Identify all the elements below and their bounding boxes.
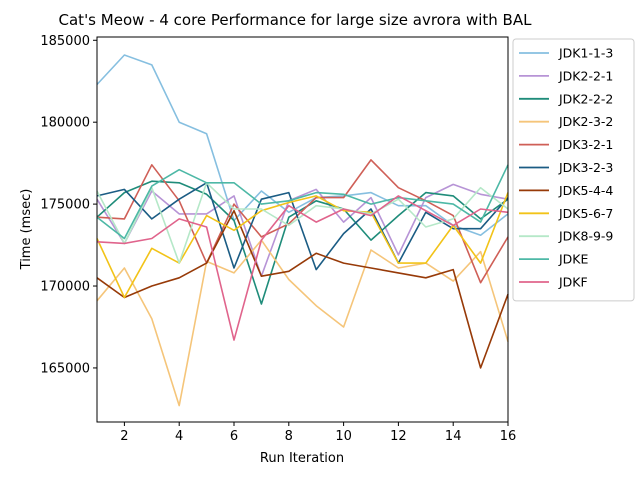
y-axis: 165000 170000 175000 180000 185000	[40, 34, 97, 376]
legend-label: JDK2-2-2	[558, 91, 613, 106]
series-line-jdk3-2-3	[96, 182, 509, 271]
y-tick-label: 180000	[40, 116, 90, 131]
x-tick-label: 6	[230, 429, 238, 444]
x-tick-label: 12	[390, 429, 407, 444]
x-tick-label: 2	[120, 429, 128, 444]
plot-frame	[96, 36, 509, 423]
y-axis-label: Time (msec)	[19, 189, 34, 271]
series-line-jdk1-1-3	[96, 54, 509, 236]
legend-label: JDK3-2-3	[558, 160, 613, 175]
legend-label: JDK5-4-4	[558, 183, 613, 198]
series-line-jdke	[96, 164, 509, 240]
legend-label: JDK8-9-9	[558, 229, 613, 244]
x-tick-label: 16	[500, 429, 517, 444]
y-tick-label: 185000	[40, 34, 90, 49]
legend-label: JDK3-2-1	[558, 137, 613, 152]
x-tick-label: 4	[175, 429, 183, 444]
legend-label: JDK1-1-3	[558, 46, 613, 61]
chart-title: Cat's Meow - 4 core Performance for larg…	[59, 11, 533, 29]
series-line-jdk2-3-2	[96, 239, 509, 407]
y-tick-label: 165000	[40, 361, 90, 376]
x-tick-label: 14	[445, 429, 462, 444]
legend-label: JDKF	[558, 275, 588, 290]
legend-label: JDK5-6-7	[558, 206, 613, 221]
plot-area	[96, 36, 509, 423]
series-line-jdk3-2-1	[96, 159, 509, 284]
series-line-jdk2-2-1	[96, 183, 509, 278]
legend-label: JDKE	[558, 252, 589, 267]
x-axis: 2 4 6 8 10 12 14 16	[120, 422, 516, 444]
legend-label: JDK2-2-1	[558, 68, 613, 83]
series-line-jdk5-4-4	[96, 209, 509, 369]
y-tick-label: 175000	[40, 198, 90, 213]
x-tick-label: 10	[335, 429, 352, 444]
series-line-jdk5-6-7	[96, 192, 509, 299]
legend: JDK1-1-3 JDK2-2-1 JDK2-2-2 JDK2-3-2 JDK3-2-1…	[512, 38, 635, 302]
x-axis-label: Run Iteration	[260, 451, 344, 466]
y-tick-label: 170000	[40, 280, 90, 295]
series-line-jdk8-9-9	[96, 182, 509, 264]
legend-label: JDK2-3-2	[558, 114, 613, 129]
x-tick-label: 8	[285, 429, 293, 444]
series-line-jdkf	[96, 195, 509, 341]
